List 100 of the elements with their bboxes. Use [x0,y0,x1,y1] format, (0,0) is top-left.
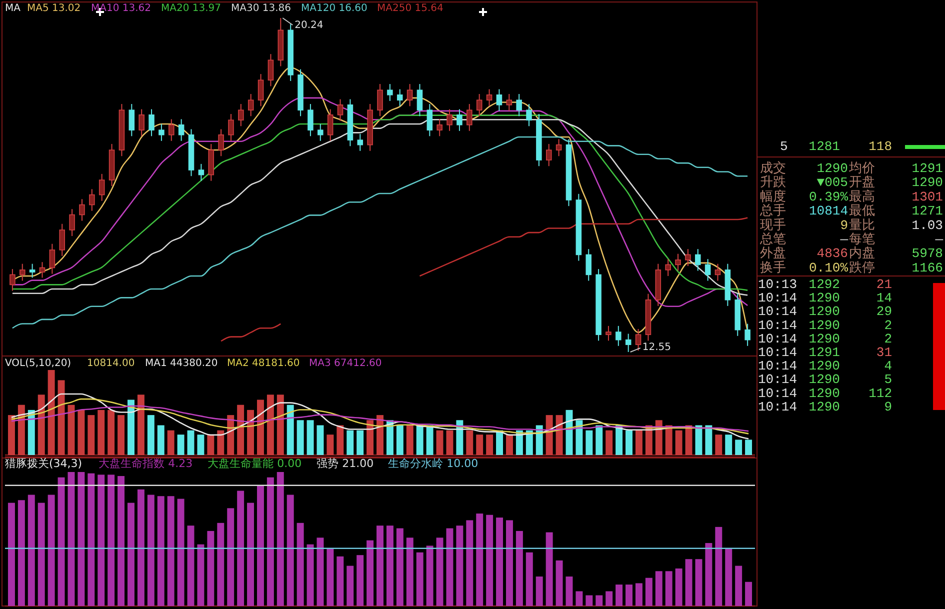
text: MA3 67412.60 [309,358,382,369]
bar [187,430,194,455]
text: 10814 [808,204,848,219]
text: MA1 44380.20 [145,358,218,369]
bar [416,552,424,606]
text: 1290 [912,175,943,190]
text: 1290 [808,331,840,346]
bar [516,530,523,606]
text: 10:14 [758,290,798,306]
bar [655,571,662,606]
candlestick [436,118,442,137]
bar [446,528,454,606]
bar [336,425,344,455]
text: MA30 13.86 [231,3,291,14]
bar [576,420,583,455]
bar [128,400,134,455]
text: 1290 [808,399,840,414]
candlestick [158,123,164,142]
candlestick [79,198,85,222]
text: 总笔 [759,232,786,247]
text: 1290 [808,372,840,388]
bar [78,472,85,606]
bar [556,415,563,455]
candlestick [98,173,105,202]
text: 1290 [816,161,848,176]
bar [227,415,234,455]
text: 外盘 [760,246,786,262]
text: 0.10% [808,260,848,276]
bar [685,559,692,606]
bar [626,584,632,606]
bar [556,560,563,606]
candlestick [616,325,622,346]
text: 1166 [912,260,943,276]
text: 5 [780,139,788,154]
candlestick [526,103,532,127]
text: 1291 [912,161,944,176]
text: 10:14 [758,358,798,374]
candlestick [625,333,632,352]
text: 10:14 [758,386,798,401]
bar [237,490,244,606]
text: 1290 [808,386,840,401]
text: MA120 16.60 [301,3,368,14]
text: 10814.00 [87,358,135,369]
candlestick [416,84,423,117]
bar [446,430,454,455]
bar [576,591,583,606]
bar [336,556,344,606]
bar [396,425,404,455]
bar [356,555,364,606]
text: 内盘 [849,246,875,262]
bar [177,434,184,455]
text: 1292 [808,277,840,292]
bar [546,532,553,606]
bar [695,559,702,606]
candlestick [39,262,46,278]
bar [466,430,474,455]
bar [396,528,404,606]
text: — [839,232,848,247]
candlestick [476,94,482,117]
text: 10:14 [758,331,798,346]
bar [745,582,752,606]
bar [586,595,593,606]
bar [88,473,95,606]
bar [68,472,75,606]
bar [406,425,414,455]
bar [665,571,672,606]
candlestick [446,108,452,132]
bar [346,430,354,455]
text: 10:14 [758,345,798,360]
bar [296,420,304,455]
candlestick [377,84,383,117]
bar [675,568,682,606]
text: 开盘 [849,175,875,190]
bar [406,538,414,606]
bar [745,440,752,455]
bar [237,404,244,455]
bar [586,430,593,455]
bar [346,566,354,606]
bar [635,583,642,606]
bar [486,434,494,455]
candlestick [744,323,750,346]
bar [157,425,164,455]
text: 1271 [912,204,944,219]
series-label: 大盘生命指数 4.23 [98,457,193,470]
bar [197,544,204,606]
candlestick [20,263,26,282]
candlestick [486,88,492,107]
bar [526,430,533,455]
text: 10:14 [758,372,798,388]
bar [217,430,224,455]
text: 29 [876,304,892,320]
bar [58,380,65,455]
bar [546,415,553,455]
bar [695,425,702,455]
bar [635,430,642,455]
bar [18,404,25,455]
bar [536,425,543,455]
bar [118,476,125,606]
text: 换手 [760,260,786,276]
candlestick [327,108,334,142]
